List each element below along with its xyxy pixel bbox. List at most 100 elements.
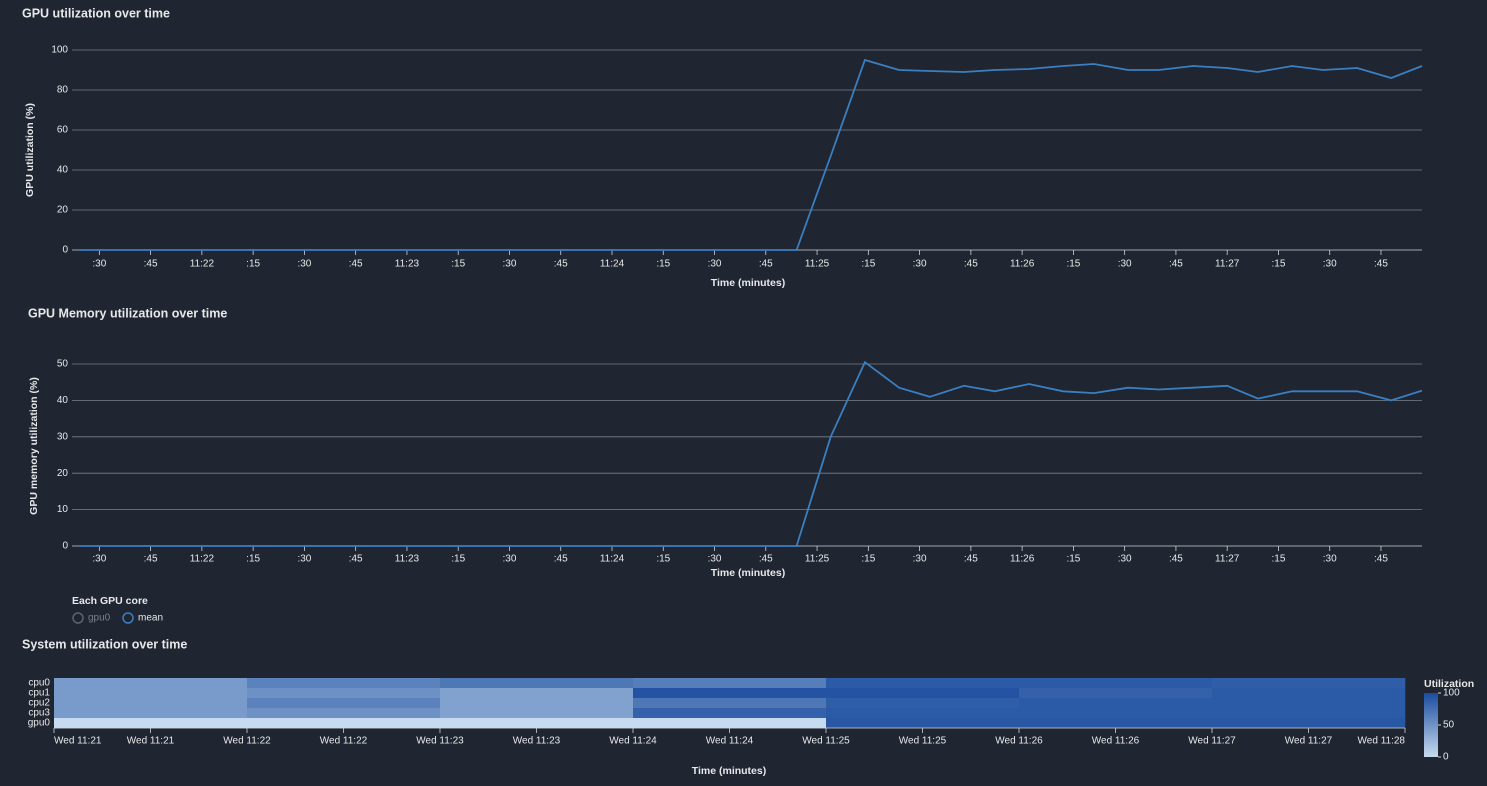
- x-tick-label: :30: [1323, 259, 1337, 270]
- x-tick-label: :45: [1169, 259, 1183, 270]
- heatmap-cell: [440, 688, 634, 699]
- heatmap-cell: [1019, 688, 1213, 699]
- chart-title: System utilization over time: [22, 637, 187, 651]
- x-tick-label: :15: [246, 259, 260, 270]
- heatmap-cell: [440, 698, 634, 709]
- x-tick-label: :45: [144, 554, 158, 565]
- x-tick-label: 11:27: [1215, 554, 1240, 565]
- x-tick-label: Wed 11:21: [127, 736, 175, 747]
- row-label: cpu2: [28, 698, 50, 709]
- heatmap-cell: [54, 698, 248, 709]
- y-tick-label: 40: [57, 165, 69, 176]
- heatmap-cell: [633, 708, 827, 719]
- x-tick-label: Wed 11:23: [513, 736, 561, 747]
- x-tick-label: :15: [1066, 259, 1080, 270]
- x-tick-label: :15: [861, 259, 875, 270]
- x-tick-label: :30: [503, 554, 517, 565]
- x-tick-label: :30: [1118, 259, 1132, 270]
- x-tick-label: :45: [554, 554, 568, 565]
- x-tick-label: :30: [503, 259, 517, 270]
- heatmap-cell: [440, 678, 634, 689]
- x-tick-label: :30: [708, 259, 722, 270]
- x-tick-label: :45: [1374, 259, 1388, 270]
- x-tick-label: :45: [1374, 554, 1388, 565]
- y-tick-label: 80: [57, 85, 69, 96]
- heatmap-cell: [633, 678, 827, 689]
- heatmap-cell: [440, 708, 634, 719]
- x-tick-label: :30: [1118, 554, 1132, 565]
- line: [78, 58, 1423, 251]
- x-tick-label: :30: [92, 259, 106, 270]
- x-tick-label: :15: [1272, 554, 1286, 565]
- x-tick-label: Wed 11:22: [223, 736, 271, 747]
- x-tick-label: 11:22: [190, 554, 215, 565]
- row-label: gpu0: [28, 718, 51, 729]
- heatmap-cell: [1019, 708, 1213, 719]
- chart-title: GPU Memory utilization over time: [28, 306, 227, 320]
- x-tick-label: :45: [964, 554, 978, 565]
- legend-marker[interactable]: [122, 612, 134, 624]
- x-tick-label: :15: [1066, 554, 1080, 565]
- x-tick-label: Wed 11:24: [609, 736, 657, 747]
- colorbar: [1424, 693, 1438, 757]
- line: [78, 360, 1423, 547]
- x-tick-label: Wed 11:26: [995, 736, 1043, 747]
- x-tick-label: :45: [349, 554, 363, 565]
- y-tick-label: 20: [57, 468, 69, 479]
- legend-entry[interactable]: gpu0: [88, 613, 111, 624]
- x-tick-label: Wed 11:28: [1358, 736, 1406, 747]
- heatmap-cell: [826, 718, 1020, 729]
- colorbar-tick-label: 50: [1443, 720, 1455, 731]
- x-tick-label: 11:25: [805, 554, 830, 565]
- heatmap-cell: [1212, 678, 1406, 689]
- heatmap-cell: [54, 718, 248, 729]
- heatmap-cell: [826, 708, 1020, 719]
- y-tick-label: 30: [57, 431, 69, 442]
- heatmap-cell: [1019, 678, 1213, 689]
- legend-marker[interactable]: [72, 612, 84, 624]
- colorbar-title: Utilization: [1424, 678, 1474, 690]
- chart-title: GPU utilization over time: [22, 6, 170, 20]
- x-tick-label: Wed 11:22: [320, 736, 368, 747]
- x-tick-label: Wed 11:24: [706, 736, 754, 747]
- heatmap-cell: [826, 688, 1020, 699]
- x-tick-label: :45: [554, 259, 568, 270]
- x-axis-label: Time (minutes): [711, 277, 785, 289]
- x-tick-label: :15: [656, 554, 670, 565]
- y-tick-label: 50: [57, 359, 69, 370]
- x-tick-label: Wed 11:25: [899, 736, 947, 747]
- y-tick-label: 40: [57, 395, 69, 406]
- heatmap-cell: [54, 688, 248, 699]
- x-axis-label: Time (minutes): [711, 567, 785, 579]
- x-tick-label: 11:24: [600, 259, 625, 270]
- heatmap-cell: [1019, 718, 1213, 729]
- row-label: cpu3: [28, 708, 50, 719]
- y-tick-label: 60: [57, 125, 69, 136]
- x-tick-label: :30: [913, 554, 927, 565]
- y-tick-label: 100: [51, 45, 68, 56]
- heatmap-cell: [247, 688, 441, 699]
- x-tick-label: :45: [144, 259, 158, 270]
- heatmap-cell: [54, 708, 248, 719]
- heatmap-cell: [1212, 698, 1406, 709]
- x-tick-label: :30: [708, 554, 722, 565]
- x-tick-label: :30: [297, 259, 311, 270]
- heatmap-cell: [633, 718, 827, 729]
- x-tick-label: :15: [451, 554, 465, 565]
- legend-entry[interactable]: mean: [138, 613, 163, 624]
- y-tick-label: 20: [57, 205, 69, 216]
- x-tick-label: :15: [451, 259, 465, 270]
- row-label: cpu1: [28, 688, 50, 699]
- x-tick-label: 11:23: [395, 259, 420, 270]
- x-tick-label: :45: [964, 259, 978, 270]
- x-tick-label: :30: [1323, 554, 1337, 565]
- x-tick-label: 11:25: [805, 259, 830, 270]
- x-tick-label: Wed 11:27: [1285, 736, 1333, 747]
- heatmap-cell: [1212, 718, 1406, 729]
- heatmap-cell: [247, 708, 441, 719]
- heatmap-cell: [440, 718, 634, 729]
- heatmap-cell: [247, 718, 441, 729]
- heatmap-cell: [54, 678, 248, 689]
- colorbar-tick-label: 0: [1443, 752, 1449, 763]
